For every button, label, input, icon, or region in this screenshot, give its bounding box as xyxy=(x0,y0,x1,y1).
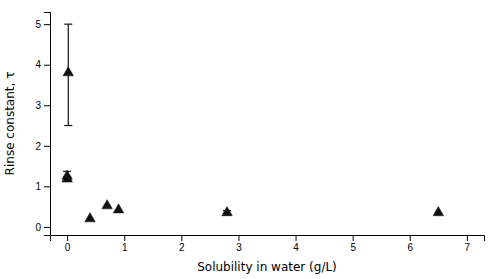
x-tick-mark xyxy=(410,235,411,241)
y-tick-mark xyxy=(44,227,50,228)
point xyxy=(222,207,233,216)
y-tick: 0 xyxy=(35,222,50,233)
y-tick: 3 xyxy=(35,100,50,111)
chart: 0 1 2 3 4 5 6 7 0 1 2 3 4 5 Solubility in water (g/L) R… xyxy=(0,0,500,279)
point xyxy=(113,204,124,213)
y-tick-label: 2 xyxy=(35,141,41,152)
x-tick: 1 xyxy=(122,235,128,253)
y-tick-mark xyxy=(44,146,50,147)
x-axis: 0 1 2 3 4 5 6 7 xyxy=(51,235,485,253)
y-tick: 2 xyxy=(35,141,50,152)
x-tick-label: 6 xyxy=(407,242,413,253)
x-tick-mark xyxy=(67,235,68,241)
marks xyxy=(62,24,444,222)
x-axis-line xyxy=(51,236,485,242)
x-tick: 7 xyxy=(465,235,471,253)
y-tick-mark xyxy=(44,24,50,25)
y-tick-label: 1 xyxy=(35,181,41,192)
y-tick: 4 xyxy=(35,59,50,70)
point xyxy=(62,173,73,182)
y-axis: 0 1 2 3 4 5 xyxy=(35,13,50,236)
x-tick: 0 xyxy=(65,235,71,253)
x-tick: 4 xyxy=(293,235,299,253)
x-tick: 5 xyxy=(350,235,356,253)
x-tick-label: 2 xyxy=(179,242,185,253)
error-bar-cap-low xyxy=(64,125,72,126)
y-axis-line xyxy=(44,13,51,236)
x-tick-mark xyxy=(238,235,239,241)
x-tick: 3 xyxy=(236,235,242,253)
y-tick-label: 0 xyxy=(35,222,41,233)
x-tick: 2 xyxy=(179,235,185,253)
x-tick-label: 0 xyxy=(65,242,71,253)
x-tick-label: 7 xyxy=(465,242,471,253)
y-tick-mark xyxy=(44,105,50,106)
x-tick-label: 1 xyxy=(122,242,128,253)
x-tick-label: 4 xyxy=(293,242,299,253)
y-tick-label: 5 xyxy=(35,19,41,30)
y-axis-title: Rinse constant, τ xyxy=(3,72,17,176)
x-tick-label: 5 xyxy=(350,242,356,253)
x-tick: 6 xyxy=(407,235,413,253)
point xyxy=(85,213,96,222)
y-tick-mark xyxy=(44,65,50,66)
point xyxy=(433,207,444,216)
y-tick-label: 3 xyxy=(35,100,41,111)
x-tick-mark xyxy=(124,235,125,241)
plot-area: 0 1 2 3 4 5 6 7 0 1 2 3 4 5 xyxy=(35,13,484,254)
point xyxy=(63,67,74,76)
y-tick: 1 xyxy=(35,181,50,192)
x-tick-mark xyxy=(296,235,297,241)
x-tick-mark xyxy=(181,235,182,241)
x-tick-label: 3 xyxy=(236,242,242,253)
x-tick-mark xyxy=(353,235,354,241)
point xyxy=(102,200,113,209)
x-tick-mark xyxy=(467,235,468,241)
x-axis-title: Solubility in water (g/L) xyxy=(197,260,337,274)
y-tick-label: 4 xyxy=(35,59,41,70)
y-tick-mark xyxy=(44,186,50,187)
error-bar-cap-high xyxy=(64,24,72,25)
y-tick: 5 xyxy=(35,19,50,30)
